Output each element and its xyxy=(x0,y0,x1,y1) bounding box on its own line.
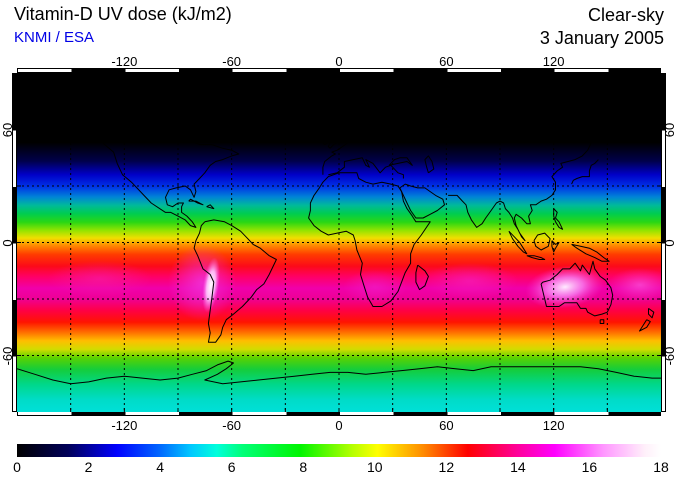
plot-title: Vitamin-D UV dose (kJ/m2) xyxy=(14,4,232,24)
colorbar-tick-label: 18 xyxy=(653,459,669,475)
colorbar-tick-label: 6 xyxy=(227,459,236,475)
lon-tick-label: 120 xyxy=(542,418,565,433)
coastlines xyxy=(17,85,661,385)
lon-tick-label: 0 xyxy=(335,54,343,69)
colorbar-tick-label: 14 xyxy=(510,459,526,475)
lon-tick-label: 0 xyxy=(335,418,343,433)
lon-tick-label: -120 xyxy=(111,54,138,69)
map-border-right xyxy=(661,73,666,412)
colorbar-tick-label: 4 xyxy=(156,459,164,475)
lon-tick-label: -120 xyxy=(111,418,138,433)
condition-label: Clear-sky xyxy=(587,5,664,25)
colorbar-tick-label: 16 xyxy=(581,459,598,475)
colorbar xyxy=(17,444,661,457)
date-label: 3 January 2005 xyxy=(539,28,664,48)
lon-tick-label: 60 xyxy=(439,418,454,433)
map-border-left xyxy=(12,73,17,412)
lon-tick-label: -60 xyxy=(222,54,242,69)
lon-tick-label: -60 xyxy=(222,418,242,433)
colorbar-tick-label: 10 xyxy=(366,459,383,475)
lon-tick-label: 60 xyxy=(439,54,454,69)
colorbar-tick-label: 12 xyxy=(438,459,455,475)
colorbar-tick-label: 8 xyxy=(299,459,308,475)
edge-ticks xyxy=(17,73,661,412)
world-map xyxy=(17,73,661,412)
uv-hotspots xyxy=(48,245,661,321)
lon-tick-label: 120 xyxy=(542,54,565,69)
map-border-top xyxy=(17,68,661,73)
source-credit: KNMI / ESA xyxy=(14,29,95,46)
colorbar-tick-label: 0 xyxy=(13,459,21,475)
header-right: Clear-sky 3 January 2005 xyxy=(540,4,664,50)
colorbar-tick-label: 2 xyxy=(84,459,93,475)
